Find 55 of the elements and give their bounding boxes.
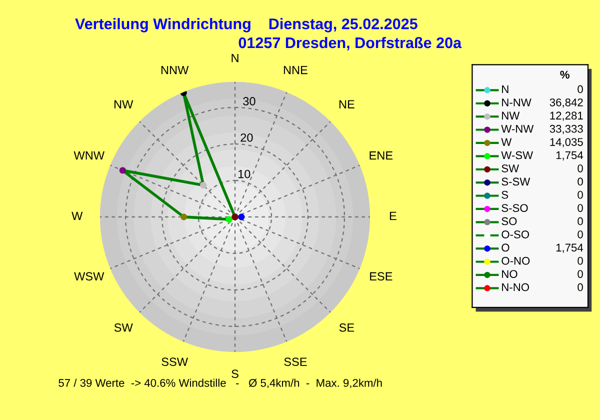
category-label: N-NO — [502, 283, 530, 292]
category-label: O-NO — [502, 256, 530, 265]
spoke-label: SSW — [162, 358, 188, 366]
spoke-label: W — [72, 212, 83, 220]
category-label: O — [502, 244, 510, 252]
text: 0 — [578, 190, 583, 199]
category-label: N-NW — [502, 98, 532, 106]
category-label: SO — [502, 217, 517, 226]
spoke-label: ESE — [370, 272, 392, 281]
spoke-label: SE — [339, 323, 354, 332]
category-label: NW — [502, 112, 520, 120]
category-label: NO — [502, 270, 518, 278]
text: 1,754 — [556, 151, 584, 160]
chart-title: Verteilung Windrichtung Dienstag, 25.02.2025 — [75, 18, 418, 32]
y-tick-label: 30 — [243, 97, 256, 106]
text: 0 — [578, 230, 583, 238]
spoke-label: SSE — [284, 358, 307, 366]
text: 57 / 39 Werte -> 40.6% Windstille - Ø 5,4km/h - Max. 9,2km/h — [58, 378, 382, 388]
text: 12,281 — [550, 112, 583, 121]
text: 0 — [578, 204, 583, 212]
category-label: W-NW — [501, 125, 534, 133]
y-tick-label: 10 — [238, 170, 250, 178]
spoke-label: SW — [114, 323, 133, 332]
category-label: O-SO — [502, 230, 530, 238]
text: 14,035 — [550, 138, 583, 148]
text: 1,754 — [556, 244, 584, 253]
category-label: N — [502, 85, 508, 94]
text: 0 — [578, 178, 583, 186]
category-label: W-SW — [501, 151, 534, 160]
text: 0 — [578, 256, 583, 265]
text: 0 — [578, 217, 583, 226]
text: % — [560, 70, 570, 79]
chart-subtitle: 01257 Dresden, Dorfstraße 20a — [238, 36, 462, 50]
spoke-label: NNW — [161, 66, 189, 74]
spoke-label: NE — [339, 100, 354, 108]
spoke-label: E — [390, 212, 396, 220]
text: 33,333 — [550, 124, 583, 134]
spoke-label: ENE — [370, 151, 393, 160]
text: 0 — [578, 283, 583, 292]
category-label: S-SO — [502, 204, 528, 212]
y-tick-label: 20 — [240, 133, 253, 142]
category-label: W — [501, 138, 512, 146]
category-label: S-SW — [502, 178, 530, 186]
text: 0 — [578, 270, 583, 278]
spoke-label: S — [232, 370, 238, 378]
spoke-label: WNW — [74, 151, 104, 160]
category-label: S — [502, 190, 508, 199]
text: 36,842 — [550, 98, 583, 108]
spoke-label: NW — [114, 100, 134, 108]
category-label: SW — [502, 164, 520, 172]
text: 0 — [578, 85, 583, 94]
spoke-label: NNE — [284, 66, 308, 74]
text: 0 — [578, 164, 583, 172]
spoke-label: N — [232, 54, 238, 62]
spoke-label: WSW — [74, 272, 104, 281]
